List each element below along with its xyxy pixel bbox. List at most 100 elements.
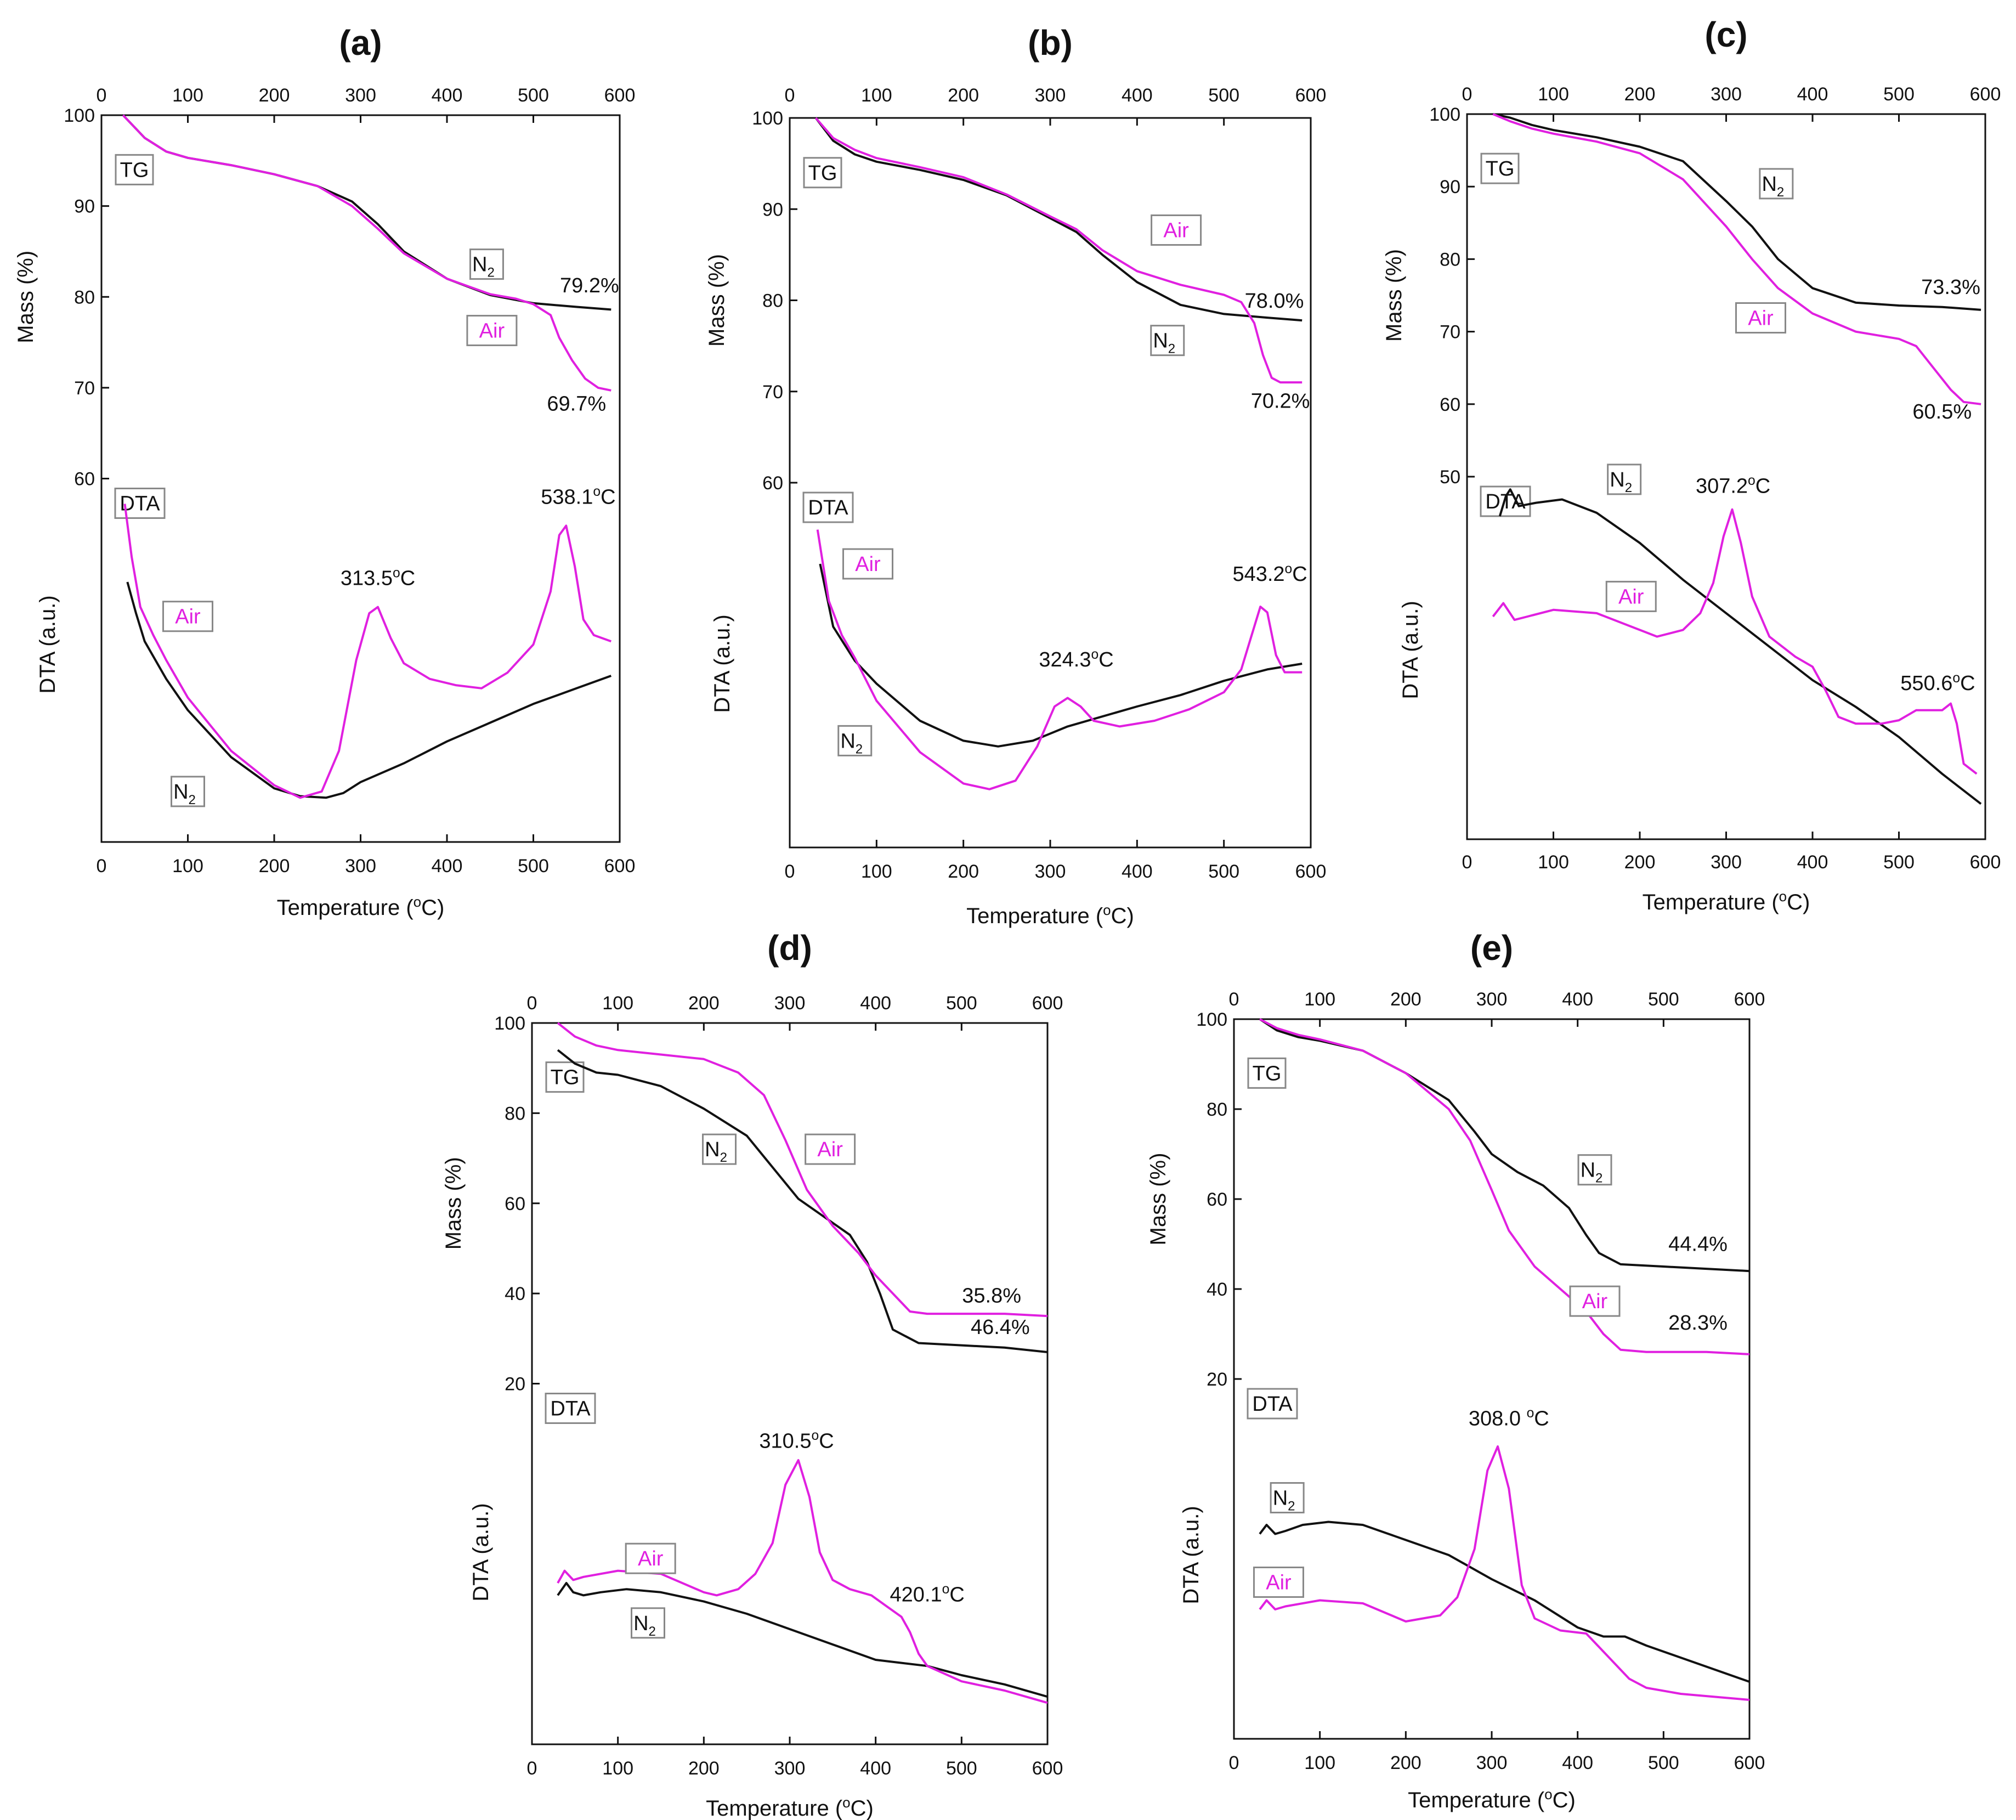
annotation-peak2: 420.1oC xyxy=(890,1582,965,1606)
mass-tick-label: 60 xyxy=(505,1194,525,1214)
label-air-dta-text: Air xyxy=(1266,1572,1292,1595)
annotation-tg-end-air: 28.3% xyxy=(1668,1312,1728,1335)
label-air-tg-box xyxy=(466,315,518,347)
x-tick-label-bottom: 500 xyxy=(1648,1753,1679,1773)
x-axis-label: Temperature (oC) xyxy=(1643,888,1810,914)
x-tick-label-top: 600 xyxy=(1734,989,1765,1010)
plot-frame xyxy=(1233,1018,1751,1740)
label-air-dta-text: Air xyxy=(175,606,201,629)
mass-tick-label: 80 xyxy=(74,287,95,308)
x-tick-label-bottom: 500 xyxy=(1208,861,1239,882)
x-tick-label-top: 400 xyxy=(1797,84,1828,105)
tg-curve-n2 xyxy=(122,114,611,311)
dta-curve-air xyxy=(816,529,1303,790)
tg-box-box xyxy=(545,1061,585,1093)
label-air-dta: Air xyxy=(162,601,213,632)
dta-curve-air xyxy=(557,1459,1048,1704)
x-tick-label-top: 0 xyxy=(527,993,537,1014)
label-air-dta: Air xyxy=(1253,1567,1304,1598)
x-tick-label-bottom: 600 xyxy=(1970,852,2001,873)
label-air-tg-box xyxy=(1151,214,1202,246)
label-n2-tg-text: N2 xyxy=(472,253,495,280)
panel-title: (c) xyxy=(1704,15,1747,54)
mass-tick-label: 80 xyxy=(1207,1099,1227,1120)
x-tick-label-bottom: 300 xyxy=(1711,852,1742,873)
label-n2-tg-box xyxy=(469,248,504,280)
dta-box-box xyxy=(114,488,166,519)
tg-curve-n2 xyxy=(557,1049,1048,1353)
label-n2-dta-box xyxy=(631,1607,665,1639)
x-tick-label-top: 200 xyxy=(1624,84,1656,105)
label-n2-dta-box xyxy=(1270,1482,1305,1513)
mass-tick-label: 70 xyxy=(762,382,783,403)
mass-tick-label: 20 xyxy=(505,1374,525,1395)
x-tick-label-bottom: 300 xyxy=(345,856,376,877)
x-tick-label-top: 200 xyxy=(259,85,290,106)
x-tick-label-top: 200 xyxy=(688,993,720,1014)
label-n2-dta-text: N2 xyxy=(1610,468,1632,495)
x-tick-label-bottom: 400 xyxy=(860,1758,891,1779)
tg-box-text: TG xyxy=(120,159,149,182)
annotation-tg-end-air: 70.2% xyxy=(1251,390,1310,413)
x-tick-label-bottom: 400 xyxy=(432,856,463,877)
mass-tick-label: 100 xyxy=(494,1013,525,1034)
label-n2-dta-text: N2 xyxy=(1273,1487,1295,1514)
x-tick-label-top: 600 xyxy=(604,85,636,106)
label-air-dta: Air xyxy=(842,548,893,580)
mass-tick-label: 80 xyxy=(505,1103,525,1124)
tg-box: TG xyxy=(545,1061,585,1093)
dta-axis-label: DTA (a.u.) xyxy=(469,1503,493,1601)
x-tick-label-top: 500 xyxy=(518,85,549,106)
x-tick-label-top: 500 xyxy=(1208,85,1239,106)
tg-box-box xyxy=(1480,152,1520,184)
label-n2-dta: N2 xyxy=(1607,464,1642,495)
dta-curve-n2 xyxy=(126,581,611,799)
mass-tick-label: 100 xyxy=(1196,1009,1227,1030)
mass-tick-label: 70 xyxy=(74,378,95,399)
label-n2-tg: N2 xyxy=(1759,168,1794,200)
annotation-tg-end-n2: 44.4% xyxy=(1668,1233,1728,1256)
dta-box-text: DTA xyxy=(550,1398,591,1421)
label-n2-dta-text: N2 xyxy=(173,781,196,807)
x-tick-label-bottom: 600 xyxy=(1032,1758,1063,1779)
dta-curve-n2 xyxy=(557,1582,1048,1698)
x-tick-label-top: 300 xyxy=(1476,989,1508,1010)
dta-box: DTA xyxy=(1247,1388,1298,1420)
x-tick-label-top: 100 xyxy=(1538,84,1569,105)
label-n2-dta: N2 xyxy=(837,725,873,756)
tg-curve-air xyxy=(1259,1018,1750,1355)
mass-tick-label: 100 xyxy=(1429,104,1460,125)
dta-box-box xyxy=(802,491,854,523)
x-tick-label-top: 400 xyxy=(1562,989,1593,1010)
mass-tick-label: 100 xyxy=(752,108,783,129)
label-n2-tg-text: N2 xyxy=(1581,1159,1603,1186)
x-tick-label-top: 0 xyxy=(97,85,107,106)
label-n2-dta-text: N2 xyxy=(840,730,863,756)
annotation-peak2: 543.2oC xyxy=(1232,562,1307,586)
tg-curve-n2 xyxy=(814,117,1303,322)
tg-curve-air xyxy=(814,117,1303,384)
x-tick-label-bottom: 600 xyxy=(1734,1753,1765,1773)
label-n2-dta-box xyxy=(837,725,873,756)
mass-tick-label: 40 xyxy=(505,1284,525,1304)
dta-curve-air xyxy=(123,504,611,799)
x-tick-label-top: 0 xyxy=(785,85,795,106)
tg-curve-air xyxy=(557,1022,1048,1318)
x-tick-label-top: 400 xyxy=(1122,85,1153,106)
mass-tick-label: 60 xyxy=(762,473,783,494)
label-air-tg: Air xyxy=(466,315,518,347)
tg-box-box xyxy=(1247,1057,1287,1089)
mass-tick-label: 80 xyxy=(1440,249,1460,270)
mass-tick-label: 90 xyxy=(762,199,783,220)
label-n2-tg: N2 xyxy=(1150,325,1185,357)
label-n2-tg: N2 xyxy=(1577,1154,1612,1186)
tg-box-text: TG xyxy=(1486,157,1515,180)
label-air-dta-box xyxy=(842,548,893,580)
label-n2-dta-box xyxy=(1607,464,1642,495)
x-tick-label-top: 100 xyxy=(602,993,633,1014)
annotation-tg-end-n2: 46.4% xyxy=(971,1316,1030,1339)
label-n2-tg-box xyxy=(1150,325,1185,357)
x-tick-label-bottom: 500 xyxy=(518,856,549,877)
plot-frame xyxy=(100,114,621,843)
x-tick-label-bottom: 200 xyxy=(688,1758,720,1779)
